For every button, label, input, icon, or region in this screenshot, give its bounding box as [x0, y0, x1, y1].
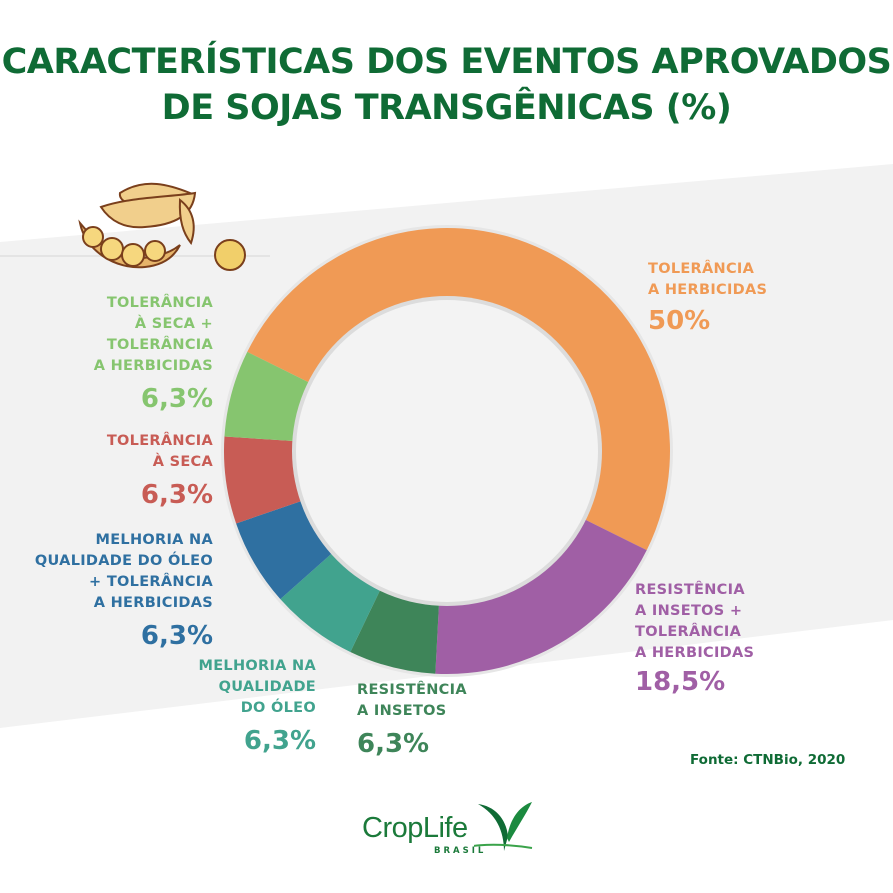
donut-segment [247, 228, 670, 551]
label-tolerancia-seca-tolerancia-herbicidas: TOLERÂNCIA À SECA + TOLERÂNCIA A HERBICI… [93, 295, 213, 414]
donut-segment [236, 500, 334, 600]
soybean-pods-icon [78, 182, 246, 271]
chart-title-line-1: CARACTERÍSTICAS DOS EVENTOS APROVADOS [1, 42, 892, 82]
donut-segment [350, 587, 440, 674]
label-melhoria-oleo: MELHORIA NA QUALIDADE DO ÓLEO 6,3% [198, 658, 316, 756]
label-tolerancia-herbicidas: TOLERÂNCIA A HERBICIDAS 50% [648, 261, 768, 336]
donut-segment [280, 551, 382, 652]
label-tolerancia-seca: TOLERÂNCIA À SECA 6,3% [106, 433, 213, 510]
logo-wordmark: CropLife [362, 812, 468, 844]
donut-segment [224, 351, 311, 442]
label-resistencia-insetos-tolerancia-herbicidas: RESISTÊNCIA A INSETOS + TOLERÂNCIA A HER… [635, 582, 755, 697]
donut-segment [435, 518, 647, 674]
label-resistencia-insetos: RESISTÊNCIA A INSETOS 6,3% [357, 682, 467, 759]
donut-segment [223, 436, 304, 524]
donut-segments [223, 228, 670, 674]
logo-subtitle: BRASIL [434, 846, 487, 856]
sprout-icon [474, 802, 533, 851]
source-note: Fonte: CTNBio, 2020 [690, 752, 846, 768]
label-melhoria-oleo-tolerancia-herbicidas: MELHORIA NA QUALIDADE DO ÓLEO + TOLERÂNC… [34, 532, 213, 651]
croplife-logo: CropLife BRASIL [362, 796, 542, 860]
chart-title-line-2: DE SOJAS TRANSGÊNICAS (%) [161, 88, 732, 128]
